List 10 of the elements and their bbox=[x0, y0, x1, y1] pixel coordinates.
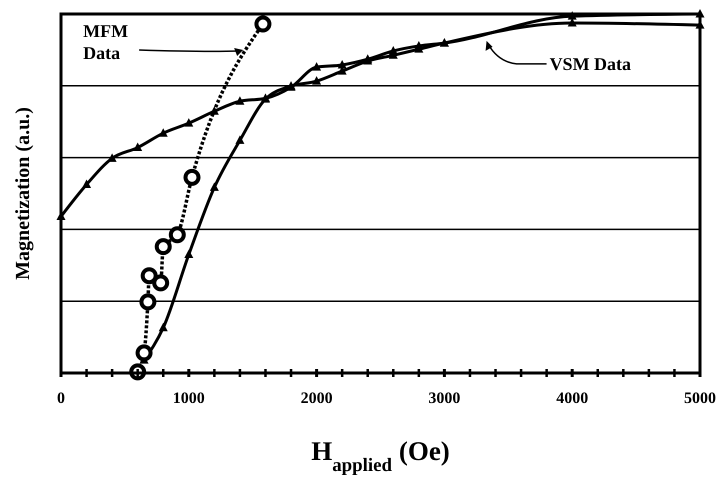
x-axis-title: H$_{applied}$ (Oe) bbox=[311, 436, 450, 476]
annotation: MFM Data bbox=[83, 21, 128, 64]
x-tick-label: 1000 bbox=[172, 390, 205, 407]
x-tick-label: 2000 bbox=[300, 390, 333, 407]
annotation: VSM Data bbox=[550, 54, 632, 74]
y-axis-title: Magnetization (a.u.) bbox=[12, 107, 34, 280]
x-tick-label: 4000 bbox=[556, 390, 588, 407]
x-tick-label: 3000 bbox=[428, 390, 460, 407]
x-tick-label: 5000 bbox=[684, 390, 716, 407]
x-tick-label: 0 bbox=[57, 390, 65, 407]
